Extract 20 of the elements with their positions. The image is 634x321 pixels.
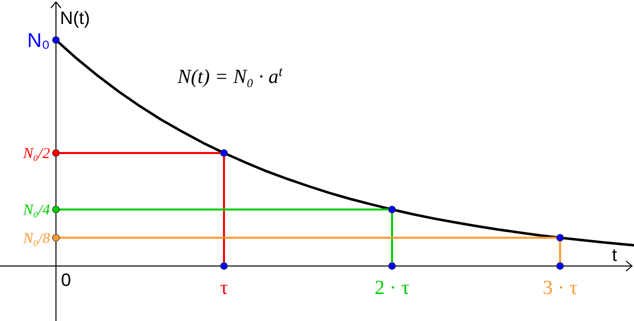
point [556,234,564,242]
text: 0 [60,270,71,290]
x-axis-title: t [612,245,618,265]
point [220,262,228,270]
x-tick-label: τ [220,277,228,299]
x-tick-label: 3 · τ [542,277,578,299]
x-tick-label: 2 · τ [374,277,410,299]
y-axis-title: N(t) [60,8,90,28]
annotation: N₀/2 [22,146,50,162]
point [556,262,564,270]
annotation: N₀ [27,30,50,52]
annotation: N₀/8 [22,230,50,247]
point [388,262,396,270]
point [52,149,60,157]
annotation: N(t) = N₀ · a$^{t}$ [176,64,284,88]
annotation: N₀/4 [22,202,50,218]
point [52,206,60,214]
point [220,149,228,157]
point [388,206,396,214]
point [52,234,60,242]
